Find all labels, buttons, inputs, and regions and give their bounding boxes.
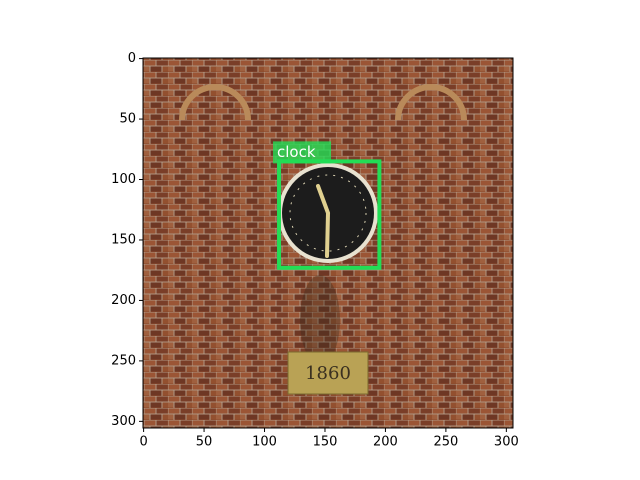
x-tick-label: 0: [139, 435, 147, 450]
x-tick-label: 50: [196, 435, 213, 450]
x-tick-label: 250: [433, 435, 458, 450]
y-tick-label: 300: [111, 414, 136, 429]
photo: 1860: [143, 58, 513, 428]
y-tick-label: 250: [111, 353, 136, 368]
x-tick-label: 150: [313, 435, 338, 450]
y-tick-label: 100: [111, 172, 136, 187]
y-tick-label: 150: [111, 232, 136, 247]
box-label: clock: [277, 143, 316, 161]
y-tick-label: 50: [119, 112, 136, 127]
y-tick-label: 200: [111, 293, 136, 308]
x-tick-label: 100: [252, 435, 277, 450]
y-tick-label: 0: [128, 51, 136, 66]
box-label-bg: [273, 141, 332, 164]
x-tick-label: 300: [494, 435, 519, 450]
plaque-text: 1860: [305, 363, 351, 384]
x-tick-label: 200: [373, 435, 398, 450]
axes-frame: [142, 57, 514, 429]
